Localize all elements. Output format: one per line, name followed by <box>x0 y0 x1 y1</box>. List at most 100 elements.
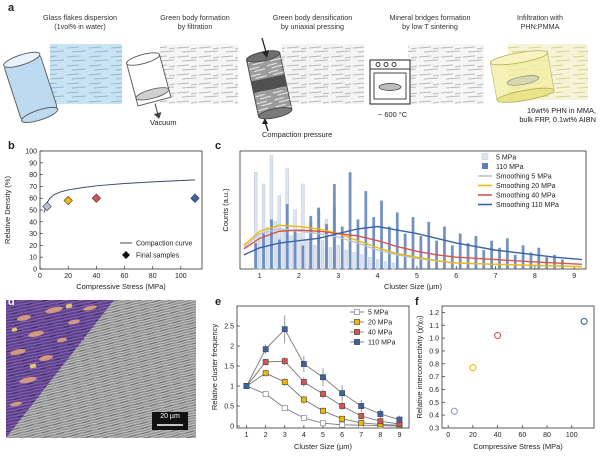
series-marker <box>339 390 346 397</box>
y-tick-label: 40 <box>29 219 37 226</box>
beaker-illustration <box>3 44 122 123</box>
y-tick-label: 0.3 <box>429 426 439 433</box>
infiltration-illustration <box>489 44 588 103</box>
series-marker <box>358 413 365 419</box>
x-tick-label: 7 <box>359 432 363 439</box>
bar-5mpa <box>320 240 325 270</box>
bar-110mpa <box>411 217 415 269</box>
panel-c-label: c <box>215 140 222 152</box>
plot-frame <box>441 305 595 429</box>
legend-label: 110 MPa <box>496 164 524 171</box>
step-2-caption: Green body formation by filtration <box>135 13 255 31</box>
x-tick-label: 100 <box>566 432 578 439</box>
plot-frame <box>39 150 203 270</box>
bar-110mpa <box>490 240 494 269</box>
step-5-line2: PHN:PMMA <box>520 21 560 31</box>
legend-label: Smoothing 40 MPa <box>496 193 556 200</box>
x-tick-label: 6 <box>454 273 458 280</box>
x-tick-label: 7 <box>494 273 498 280</box>
furnace-illustration <box>369 44 484 105</box>
smoothing-line-3 <box>243 225 583 261</box>
x-tick-label: 20 <box>64 273 72 280</box>
bar-5mpa <box>383 261 388 270</box>
legend-label: Smoothing 20 MPa <box>496 183 556 190</box>
x-tick-label: 8 <box>378 432 382 439</box>
series-marker <box>339 403 346 409</box>
bar-110mpa <box>498 247 501 269</box>
x-tick-label: 1 <box>245 432 249 439</box>
x-tick-label: 60 <box>518 432 526 439</box>
y-tick-label: 0.7 <box>429 374 439 381</box>
y-tick-label: 90 <box>29 160 37 167</box>
step-2-line2: by filtration <box>177 21 213 31</box>
y-tick-label: 70 <box>29 184 37 191</box>
scale-bar-label: 20 µm <box>160 413 180 420</box>
legend-samples-label: Final samples <box>136 253 180 260</box>
x-tick-label: 40 <box>494 432 502 439</box>
y-axis-label: Relative Density (%) <box>3 176 12 244</box>
y-axis-label: Counts (a.u.) <box>221 188 230 232</box>
x-tick-label: 9 <box>397 432 401 439</box>
bar-5mpa <box>297 233 301 270</box>
y-tick-label: 1.1 <box>429 323 439 330</box>
panel-f-chart: 0.3 0.4 0.5 0.6 0.7 0.8 0.9 1.0 1.1 1.2 0 20 40 60 80 1… <box>415 305 595 451</box>
series-marker <box>320 374 326 381</box>
panel-b-label: b <box>8 140 15 152</box>
series-marker <box>281 358 288 365</box>
x-tick-label: 1 <box>258 273 262 280</box>
x-axis-label: Cluster Size (µm) <box>294 442 353 451</box>
data-point <box>469 364 477 372</box>
y-tick-label: 0.4 <box>429 413 439 420</box>
bar-110mpa <box>505 238 509 269</box>
legend-marker <box>354 329 360 335</box>
x-tick-label: 4 <box>376 273 380 280</box>
series-marker <box>262 346 269 353</box>
x-axis-label: Compressive Stress (MPa) <box>473 442 563 451</box>
y-axis-label: Relative interconnectivity (χ/χ₀) <box>415 315 424 419</box>
bar-5mpa <box>265 227 270 270</box>
compaction-curve-line <box>43 179 195 213</box>
filtration-illustration <box>126 44 238 119</box>
series-marker <box>262 359 269 365</box>
y-tick-label: 2.5 <box>224 324 234 331</box>
bar-110mpa <box>285 204 289 269</box>
y-tick-label: 1.5 <box>224 364 234 371</box>
x-tick-label: 0 <box>446 432 450 439</box>
x-tick-label: 5 <box>321 432 325 439</box>
legend-label: Smoothing 5 MPa <box>496 174 552 181</box>
y-tick-label: 0.9 <box>429 348 439 355</box>
series-marker <box>320 420 326 427</box>
legend-marker <box>354 319 360 325</box>
bar-110mpa <box>332 184 336 269</box>
x-axis-label: Compressive Stress (MPa) <box>76 282 166 291</box>
bar-110mpa <box>340 226 344 269</box>
legend-label: 20 MPa <box>368 320 392 327</box>
bar-5mpa <box>375 259 380 270</box>
bar-5mpa <box>273 221 278 270</box>
legend-label: Smoothing 110 MPa <box>496 202 559 209</box>
step-5-caption: Infiltration with PHN:PMMA <box>485 13 595 31</box>
panel-f-label: f <box>415 296 419 308</box>
series-marker <box>262 370 269 377</box>
y-tick-label: 0 <box>33 267 37 274</box>
bar-110mpa <box>474 235 478 269</box>
y-tick-label: 20 <box>29 243 37 250</box>
y-tick-label: 0.8 <box>429 361 439 368</box>
legend-marker <box>354 309 360 315</box>
y-tick-label: 30 <box>29 231 37 238</box>
x-tick-label: 3 <box>283 432 287 439</box>
y-tick-label: 100 <box>25 149 37 156</box>
bar-110mpa <box>372 217 376 269</box>
series-marker <box>281 405 288 411</box>
bar-5mpa <box>328 247 333 270</box>
infiltration-note-line1: 16wt% PHN in MMA, <box>527 106 596 115</box>
bar-110mpa <box>458 233 462 269</box>
series-marker <box>377 418 384 425</box>
y-tick-label: 2 <box>230 344 234 351</box>
y-tick-label: 60 <box>29 196 37 203</box>
bar-110mpa <box>293 231 297 269</box>
x-tick-label: 5 <box>415 273 419 280</box>
smoothing-line-1 <box>243 224 583 268</box>
x-axis-label: Cluster Size (µm) <box>384 282 443 291</box>
series-marker <box>377 411 384 417</box>
